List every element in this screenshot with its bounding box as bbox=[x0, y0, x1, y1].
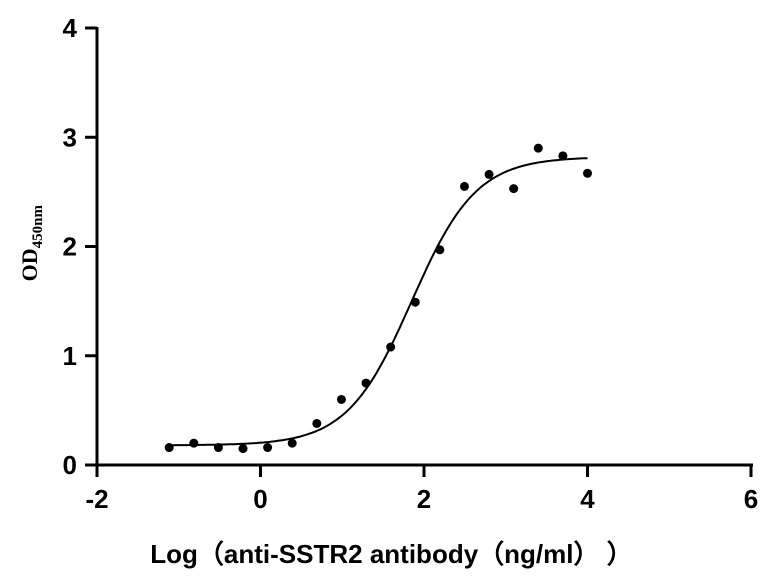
y-axis-label: OD450nm bbox=[17, 173, 47, 313]
data-point bbox=[164, 443, 174, 453]
y-axis-label-sub: 450nm bbox=[30, 205, 47, 249]
fit-curve bbox=[169, 157, 588, 447]
data-point bbox=[238, 444, 248, 454]
x-tick-label: -2 bbox=[85, 484, 108, 514]
data-point bbox=[287, 438, 297, 448]
data-point bbox=[583, 168, 592, 178]
data-point bbox=[386, 342, 396, 352]
y-axis-label-main: OD bbox=[16, 248, 42, 282]
x-tick-label: 6 bbox=[744, 484, 758, 514]
data-points bbox=[164, 143, 592, 454]
data-point bbox=[213, 443, 223, 453]
data-point bbox=[459, 181, 469, 191]
data-point bbox=[263, 443, 273, 453]
data-point bbox=[509, 184, 519, 194]
x-tick-label: 4 bbox=[580, 484, 595, 514]
data-point bbox=[189, 438, 199, 448]
data-point bbox=[336, 394, 346, 404]
y-tick-label: 3 bbox=[63, 122, 77, 152]
data-point bbox=[312, 418, 322, 428]
y-tick-label: 1 bbox=[63, 341, 77, 371]
x-axis-label: Log（anti-SSTR2 antibody（ng/ml） ） bbox=[150, 539, 633, 569]
data-point bbox=[558, 151, 568, 161]
y-tick-label: 4 bbox=[63, 13, 78, 43]
y-tick-label: 0 bbox=[63, 450, 77, 480]
y-tick-label: 2 bbox=[63, 232, 77, 262]
x-tick-label: 2 bbox=[417, 484, 431, 514]
data-point bbox=[410, 297, 420, 307]
axes: -2 0 2 4 6 0 1 2 3 4 bbox=[63, 13, 759, 514]
data-point bbox=[435, 245, 445, 255]
data-point bbox=[533, 143, 543, 153]
data-point bbox=[361, 378, 371, 388]
data-point bbox=[484, 169, 494, 179]
x-tick-label: 0 bbox=[253, 484, 267, 514]
